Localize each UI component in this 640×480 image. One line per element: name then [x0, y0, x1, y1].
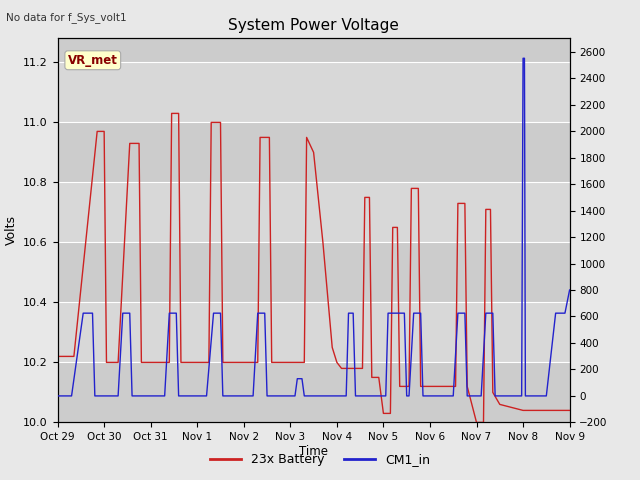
X-axis label: Time: Time: [299, 445, 328, 458]
Legend: 23x Battery, CM1_in: 23x Battery, CM1_in: [205, 448, 435, 471]
Bar: [58, 122, 570, 182]
Bar: [58, 62, 570, 122]
Y-axis label: Volts: Volts: [4, 216, 17, 245]
Bar: [58, 302, 570, 362]
Bar: [58, 242, 570, 302]
Bar: [58, 38, 570, 62]
Bar: [58, 182, 570, 242]
Bar: [58, 362, 570, 422]
Text: VR_met: VR_met: [68, 54, 118, 67]
Text: No data for f_Sys_volt1: No data for f_Sys_volt1: [6, 12, 127, 23]
Title: System Power Voltage: System Power Voltage: [228, 18, 399, 33]
